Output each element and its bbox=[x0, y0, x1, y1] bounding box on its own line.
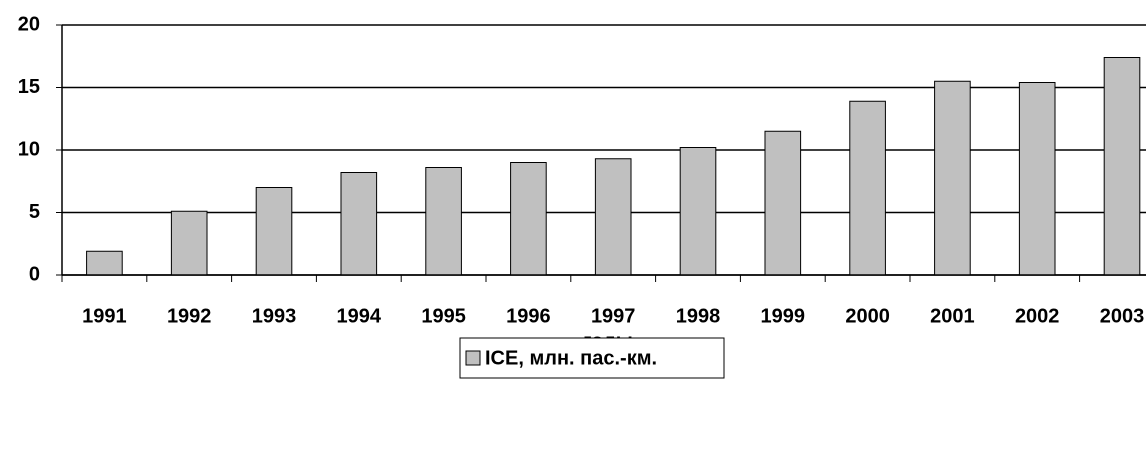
legend-label: ICE, млн. пас.-км. bbox=[485, 347, 657, 369]
x-tick-label: 1995 bbox=[421, 305, 466, 327]
bar bbox=[1018, 82, 1056, 276]
y-tick-label: 15 bbox=[18, 76, 40, 98]
x-tick-label: 1992 bbox=[167, 305, 212, 327]
legend-swatch bbox=[465, 350, 481, 366]
x-tick-label: 2003 bbox=[1100, 305, 1145, 327]
bar bbox=[1103, 57, 1141, 276]
x-tick-label: 1994 bbox=[337, 305, 382, 327]
bar bbox=[679, 147, 717, 276]
bar bbox=[255, 187, 293, 276]
bar bbox=[764, 130, 802, 276]
x-tick-label: 1993 bbox=[252, 305, 297, 327]
y-tick-label: 10 bbox=[18, 138, 40, 160]
bar bbox=[510, 162, 547, 276]
x-tick-label: 1996 bbox=[506, 305, 551, 327]
x-tick-label: 1998 bbox=[676, 305, 721, 327]
bar bbox=[934, 80, 971, 276]
legend-box bbox=[459, 337, 725, 379]
x-tick-label: 2000 bbox=[845, 305, 890, 327]
x-tick-label: 2001 bbox=[930, 305, 975, 327]
x-tick-label: 1999 bbox=[761, 305, 806, 327]
bar bbox=[170, 210, 208, 276]
y-tick-label: 0 bbox=[29, 263, 40, 285]
x-tick-label: 1991 bbox=[82, 305, 127, 327]
bar bbox=[340, 172, 378, 276]
bar bbox=[594, 158, 632, 276]
bar bbox=[86, 250, 123, 276]
bar bbox=[425, 167, 462, 276]
y-tick-label: 20 bbox=[18, 13, 40, 35]
y-tick-label: 5 bbox=[29, 201, 40, 223]
bar bbox=[849, 100, 886, 276]
x-tick-label: 2002 bbox=[1015, 305, 1060, 327]
x-tick-label: 1997 bbox=[591, 305, 636, 327]
